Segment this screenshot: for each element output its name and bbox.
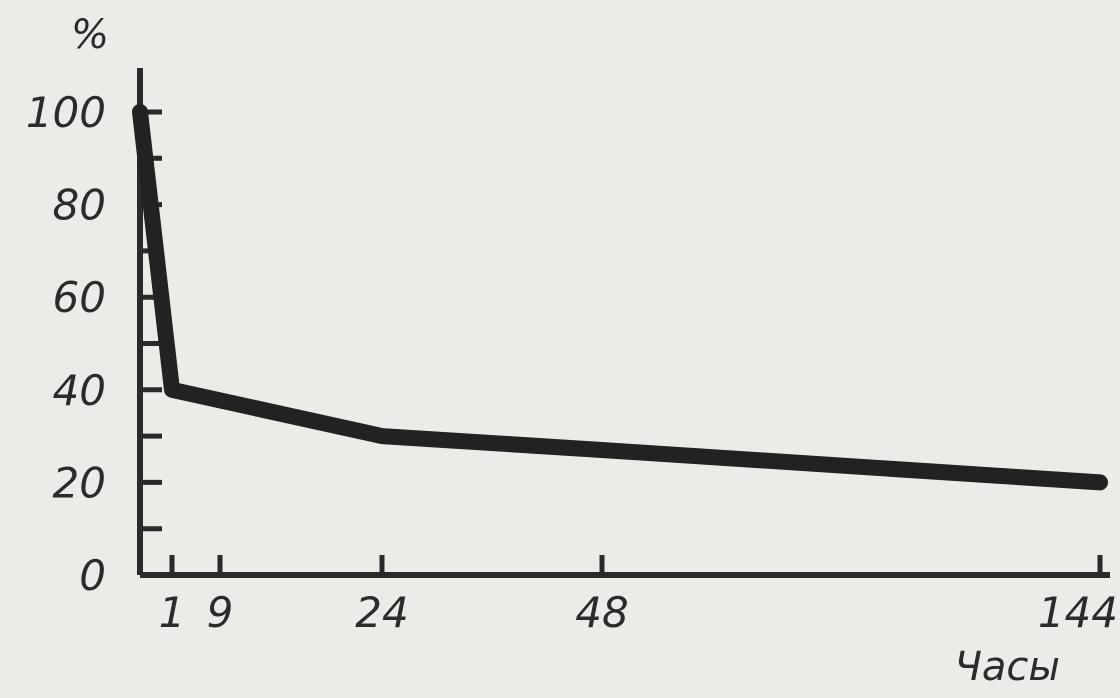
- series: [132, 104, 1108, 491]
- y-tick-label: 0: [79, 551, 106, 600]
- ticks: [140, 109, 1103, 578]
- y-axis-title: %: [71, 12, 109, 58]
- x-tick-label: 48: [575, 588, 628, 637]
- y-tick-label: 40: [53, 366, 106, 415]
- tick-labels: 0 20 40 60 80 100 1 9 24 48 144: [26, 88, 1118, 637]
- x-tick-label: 24: [355, 588, 408, 637]
- y-tick-label: 20: [53, 458, 106, 507]
- axes: [137, 68, 1110, 578]
- y-tick-label: 60: [53, 273, 106, 322]
- x-tick-label: 9: [207, 588, 234, 637]
- x-tick-label: 144: [1038, 588, 1118, 637]
- y-tick-label: 100: [26, 88, 106, 137]
- y-tick-label: 80: [53, 181, 106, 230]
- series-line: [132, 104, 1108, 491]
- x-tick-label: 1: [159, 588, 186, 637]
- x-axis-title: Часы: [954, 644, 1060, 690]
